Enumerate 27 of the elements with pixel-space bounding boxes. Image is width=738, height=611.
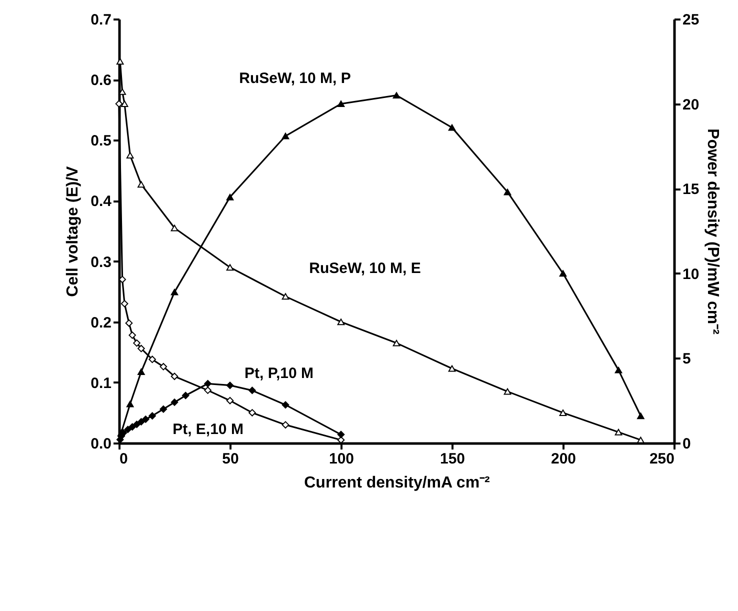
- x-tick-label: 250: [649, 450, 674, 468]
- annotation: Pt, E,10 M: [172, 421, 244, 438]
- x-tick-label: 150: [440, 450, 466, 468]
- y2-tick-label: 25: [682, 12, 700, 28]
- y-tick-label: 0.7: [90, 12, 112, 28]
- y-tick-label: 0.2: [90, 314, 112, 332]
- y2-tick-label: 0: [682, 436, 691, 452]
- x-tick-label: 0: [120, 450, 128, 468]
- x-tick-label: 100: [328, 450, 354, 468]
- y-axis-title: Cell voltage (E)/V: [64, 166, 82, 297]
- y-tick-label: 0.1: [90, 374, 112, 392]
- y2-tick-label: 20: [682, 96, 700, 114]
- x-tick-label: 50: [222, 450, 239, 468]
- y-tick-label: 0.6: [90, 72, 112, 90]
- y-tick-label: 0.3: [90, 254, 112, 271]
- y-tick-label: 0.5: [90, 132, 112, 150]
- annotation: RuSeW, 10 M, P: [239, 70, 351, 87]
- annotation: RuSeW, 10 M, E: [309, 260, 421, 277]
- y2-tick-label: 10: [682, 266, 700, 283]
- x-axis-title: Current density/mA cm⁻²: [304, 474, 490, 492]
- x-tick-label: 200: [550, 450, 576, 468]
- y2-tick-label: 5: [682, 350, 691, 368]
- y2-tick-label: 15: [682, 181, 700, 198]
- y-tick-label: 0.0: [90, 436, 112, 452]
- annotation: Pt, P,10 M: [244, 365, 314, 382]
- y-tick-label: 0.4: [90, 193, 112, 210]
- y2-axis-title: Power density (P)/mW cm⁻²: [704, 128, 722, 334]
